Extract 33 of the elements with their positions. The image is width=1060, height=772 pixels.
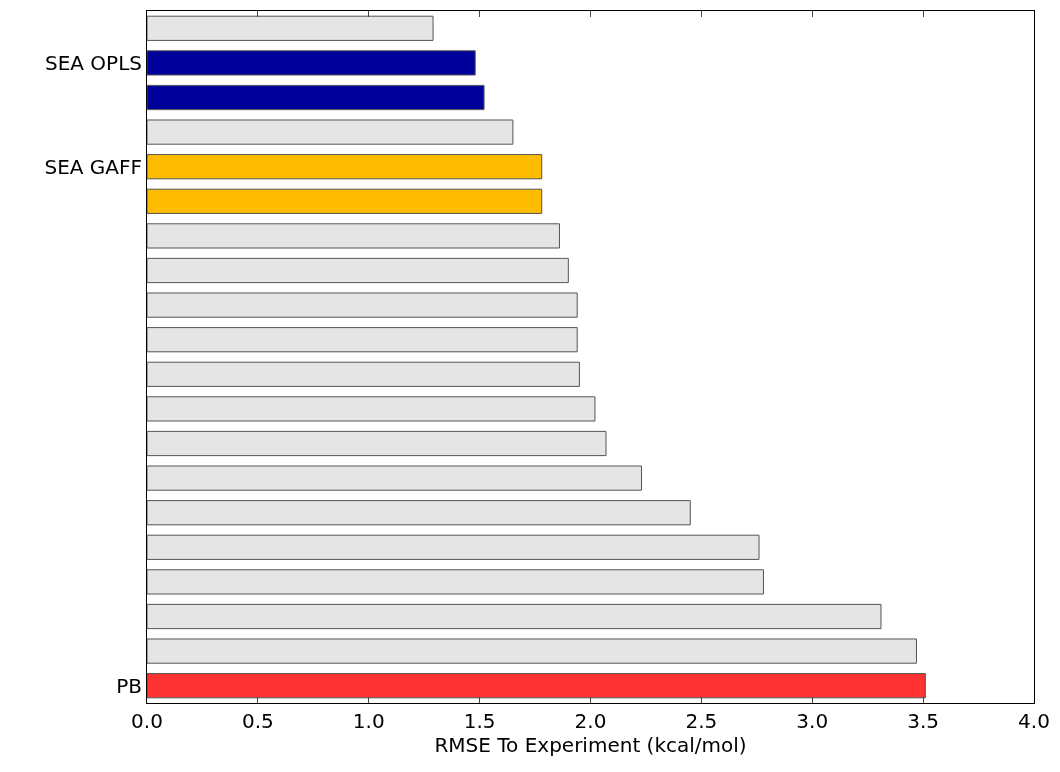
x-tick-label: 3.0 — [796, 709, 829, 733]
bar — [147, 396, 596, 422]
bar — [147, 84, 485, 111]
bar — [147, 673, 926, 699]
y-tick-label: SEA GAFF — [44, 154, 142, 179]
x-tick-label: 3.5 — [907, 709, 940, 733]
bar — [147, 223, 560, 249]
x-tick-label: 2.0 — [574, 709, 607, 733]
bar — [147, 257, 569, 284]
bar — [147, 500, 691, 526]
bar — [147, 15, 434, 41]
bar — [147, 569, 764, 595]
bar — [147, 465, 642, 491]
bar — [147, 188, 543, 214]
y-tick-label: PB — [116, 673, 142, 698]
x-tick-label: 4.0 — [1018, 709, 1050, 733]
bar — [147, 430, 607, 457]
bar — [147, 154, 543, 180]
x-tick-label: 1.0 — [352, 709, 385, 733]
bar — [147, 361, 580, 387]
bar — [147, 603, 882, 630]
x-tick-label: 0.5 — [241, 709, 274, 733]
bar — [147, 50, 476, 76]
x-tick-label: 0.0 — [131, 709, 163, 733]
bar — [147, 119, 514, 145]
x-tick-label: 2.5 — [685, 709, 718, 733]
x-tick-label: 1.5 — [463, 709, 496, 733]
bar — [147, 327, 578, 353]
bar — [147, 638, 917, 664]
x-axis-title: RMSE To Experiment (kcal/mol) — [434, 733, 747, 757]
bar — [147, 534, 760, 560]
bar — [147, 292, 578, 318]
y-tick-label: SEA OPLS — [44, 50, 142, 75]
